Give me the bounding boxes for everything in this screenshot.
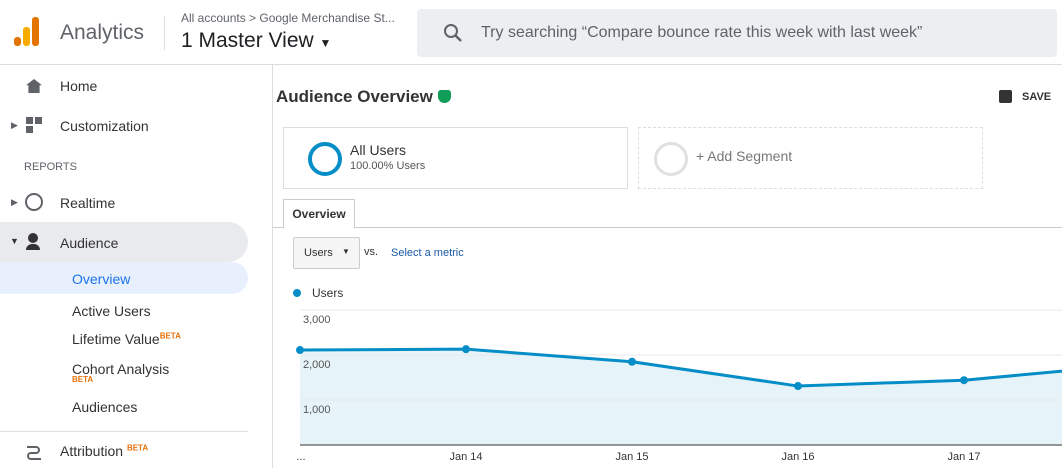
nav-label[interactable]: Attribution — [60, 443, 124, 459]
title-text: Audience Overview — [276, 87, 433, 106]
segment-card[interactable]: All Users 100.00% Users — [283, 127, 628, 189]
save-icon — [999, 90, 1012, 103]
segment-name: All Users — [350, 142, 407, 158]
attribution-icon — [27, 446, 41, 460]
search-icon — [444, 24, 462, 42]
beta-badge: BETA — [126, 443, 149, 453]
area — [300, 349, 1062, 445]
vs-label: vs. — [364, 246, 379, 258]
chart: 1,000 2,000 3,000... Jan 14 Jan 15 Jan 16 Jan … — [296, 309, 1062, 463]
nav-audience[interactable]: Audience — [60, 235, 119, 251]
sidebar: Home ▶ Customization REPORTS ▶ Realtime … — [0, 65, 273, 468]
y-tick-label: 2,000 — [303, 359, 331, 371]
nav-overview[interactable]: Overview — [72, 271, 131, 287]
legend-label: Users — [312, 286, 344, 300]
save-button[interactable]: SAVE — [1022, 91, 1052, 103]
point — [296, 346, 304, 355]
breadcrumb[interactable]: All accounts > Google Merchandise St... — [181, 11, 395, 25]
x-tick-label: Jan 16 — [781, 451, 814, 463]
view-name[interactable]: 1 Master View — [181, 29, 314, 52]
x-tick-label: ... — [296, 451, 305, 463]
x-tick-label: Jan 14 — [449, 451, 482, 463]
nav-attribution[interactable]: Attribution BETA — [60, 443, 148, 459]
select-metric[interactable]: Select a metric — [391, 247, 464, 259]
beta-badge: BETA — [159, 331, 181, 341]
search-box[interactable]: Try searching “Compare bounce rate this … — [417, 9, 1057, 57]
point — [794, 382, 802, 391]
add-segment-label: + Add Segment — [696, 148, 793, 164]
add-segment[interactable]: + Add Segment — [638, 127, 983, 189]
nav-realtime[interactable]: Realtime — [60, 195, 116, 211]
point — [462, 345, 470, 354]
view-selector[interactable]: 1 Master View ▼ — [181, 29, 332, 52]
x-tick-label: Jan 15 — [615, 451, 648, 463]
point — [960, 376, 968, 385]
line — [299, 347, 1062, 388]
nav-lifetime-value[interactable]: Lifetime ValueBETA — [72, 331, 181, 347]
search-placeholder: Try searching “Compare bounce rate this … — [481, 24, 923, 41]
point — [628, 357, 636, 366]
section-label: REPORTS — [24, 161, 77, 173]
nav-customization[interactable]: Customization — [60, 118, 149, 134]
metric-name: Users — [304, 247, 333, 259]
nav-audiences[interactable]: Audiences — [72, 399, 138, 415]
page-title: Audience Overview — [276, 87, 451, 107]
main: Audience Overview SAVE All Users 100.00%… — [273, 65, 1062, 468]
nav-home[interactable]: Home — [60, 78, 98, 94]
logo — [14, 17, 39, 46]
product-name: Analytics — [60, 21, 145, 44]
metric-dropdown[interactable]: Users ▼ — [293, 237, 360, 269]
beta-badge: BETA — [72, 375, 94, 384]
tab[interactable]: Overview — [283, 199, 355, 229]
nav-label[interactable]: Lifetime Value — [72, 331, 160, 347]
x-tick-label: Jan 17 — [947, 451, 980, 463]
y-tick-label: 3,000 — [303, 314, 331, 326]
y-tick-label: 1,000 — [303, 404, 331, 416]
header: Analytics All accounts > Google Merchand… — [0, 0, 1062, 65]
nav-cohort-analysis[interactable]: Cohort Analysis — [72, 361, 170, 377]
segment-detail: 100.00% Users — [350, 160, 426, 172]
legend-swatch — [293, 289, 301, 297]
nav-active-users[interactable]: Active Users — [72, 303, 151, 319]
